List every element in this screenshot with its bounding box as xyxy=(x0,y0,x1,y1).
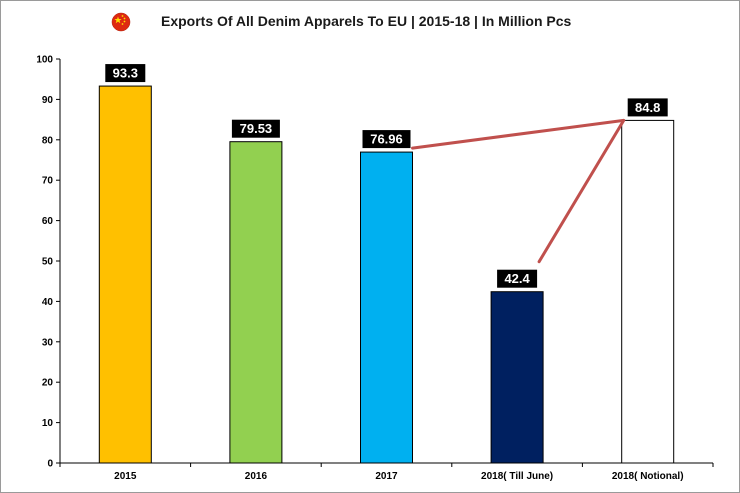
x-category-label: 2017 xyxy=(375,471,398,482)
bar-2015 xyxy=(98,85,152,464)
bar-2018-till-june xyxy=(490,291,544,464)
value-label-box xyxy=(627,98,668,117)
y-tick-label: 30 xyxy=(42,337,54,348)
y-tick-label: 80 xyxy=(42,135,54,146)
x-category-label: 2018( Till June) xyxy=(481,471,553,482)
value-labels: 93.3 79.53 76.96 42.4 84.8 xyxy=(105,64,668,288)
connector-line xyxy=(537,118,626,264)
x-category-label: 2018( Notional) xyxy=(612,471,684,482)
bars xyxy=(98,85,675,464)
bar-2018-notional xyxy=(621,119,675,464)
bar-2017 xyxy=(360,151,413,464)
connector-lines xyxy=(411,118,626,264)
value-label: 84.8 xyxy=(627,98,668,117)
y-tick-label: 70 xyxy=(42,176,54,187)
value-label-text: 84.8 xyxy=(635,100,660,115)
china-flag-icon xyxy=(111,12,131,32)
value-label-text: 79.53 xyxy=(240,121,273,136)
category-labels: 2015 2016 2017 2018( Till June) 2018( Notion… xyxy=(114,471,683,482)
y-tick-label: 0 xyxy=(47,459,53,470)
value-label: 93.3 xyxy=(105,64,146,83)
value-label: 76.96 xyxy=(362,130,411,149)
x-category-label: 2016 xyxy=(245,471,268,482)
y-tick-label: 100 xyxy=(36,55,53,66)
bar-2016 xyxy=(229,141,283,464)
y-tick-label: 10 xyxy=(42,418,54,429)
value-label: 42.4 xyxy=(497,269,538,288)
value-label-box xyxy=(497,269,538,288)
chart-title: Exports Of All Denim Apparels To EU | 20… xyxy=(161,13,572,29)
value-label-text: 93.3 xyxy=(113,66,138,81)
x-category-label: 2015 xyxy=(114,471,137,482)
value-label-box xyxy=(362,130,411,149)
value-label-box xyxy=(231,119,280,138)
y-tick-label: 60 xyxy=(42,216,54,227)
y-tick-label: 90 xyxy=(42,95,54,106)
y-tick-label: 40 xyxy=(42,297,54,308)
value-label-text: 76.96 xyxy=(370,132,403,147)
value-label-text: 42.4 xyxy=(504,271,530,286)
value-label-box xyxy=(105,64,146,83)
connector-line xyxy=(411,118,626,150)
chart-title-group: Exports Of All Denim Apparels To EU | 20… xyxy=(111,12,572,32)
value-label: 79.53 xyxy=(231,119,280,138)
y-tick-label: 50 xyxy=(42,257,54,268)
y-tick-label: 20 xyxy=(42,378,54,389)
